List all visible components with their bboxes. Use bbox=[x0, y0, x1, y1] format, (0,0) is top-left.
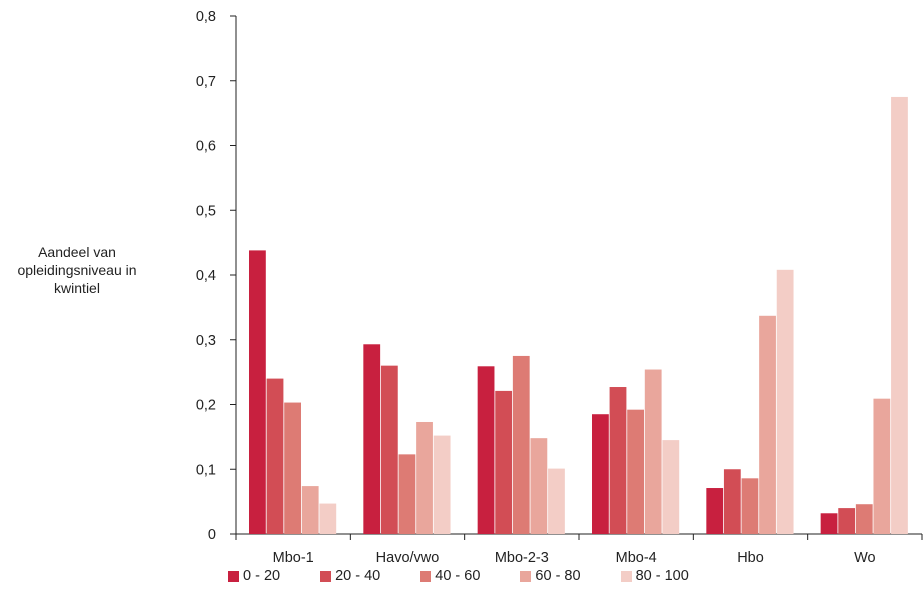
bar bbox=[609, 387, 627, 534]
x-tick-label: Mbo-2-3 bbox=[495, 550, 549, 566]
bar bbox=[891, 96, 908, 534]
legend-label: 80 - 100 bbox=[635, 568, 689, 584]
bar bbox=[627, 409, 644, 534]
bar bbox=[512, 355, 530, 534]
bar bbox=[398, 454, 416, 534]
legend-item: 60 - 80 bbox=[520, 566, 581, 586]
bar bbox=[662, 440, 680, 534]
bar bbox=[855, 504, 873, 534]
bar bbox=[644, 369, 662, 534]
bar bbox=[433, 435, 451, 534]
legend-item: 20 - 40 bbox=[320, 566, 380, 586]
bar bbox=[301, 486, 319, 534]
legend-item: 40 - 60 bbox=[420, 566, 480, 586]
legend-swatch bbox=[228, 570, 239, 582]
y-tick-label: 0,7 bbox=[196, 74, 216, 90]
x-tick-label: Hbo bbox=[737, 550, 764, 566]
bar bbox=[363, 344, 381, 534]
bar bbox=[776, 269, 794, 534]
legend-swatch bbox=[420, 570, 432, 582]
x-tick-label: Mbo-1 bbox=[273, 550, 314, 566]
bar bbox=[759, 315, 776, 534]
x-tick-label: Mbo-4 bbox=[616, 550, 657, 566]
y-tick-label: 0,2 bbox=[196, 398, 216, 414]
bar bbox=[249, 250, 266, 534]
bar bbox=[380, 365, 398, 534]
y-tick-label: 0,6 bbox=[196, 139, 216, 155]
x-tick-label: Havo/vwo bbox=[376, 550, 440, 566]
y-tick-label: 0,4 bbox=[196, 268, 216, 284]
y-tick-label: 0,8 bbox=[196, 9, 216, 25]
bar bbox=[820, 513, 838, 534]
bar bbox=[873, 398, 891, 534]
y-axis-label: Aandeel van opleidingsniveau in kwintiel bbox=[17, 244, 137, 296]
bar bbox=[741, 478, 759, 534]
x-tick-label: Wo bbox=[854, 550, 876, 566]
legend-swatch bbox=[620, 570, 632, 582]
legend-swatch bbox=[520, 570, 532, 582]
bar bbox=[723, 469, 741, 534]
bar bbox=[477, 366, 495, 534]
bar bbox=[530, 438, 548, 534]
y-tick-label: 0,3 bbox=[196, 333, 216, 349]
bar bbox=[548, 468, 565, 534]
legend-label: 0 - 20 bbox=[243, 568, 281, 584]
bar bbox=[495, 390, 513, 534]
bar bbox=[416, 421, 433, 534]
y-tick-label: 0,5 bbox=[196, 203, 216, 219]
y-tick-label: 0 bbox=[208, 527, 216, 543]
bar bbox=[266, 378, 284, 534]
bar bbox=[284, 402, 301, 534]
bar bbox=[319, 503, 337, 534]
legend-label: 40 - 60 bbox=[435, 568, 481, 584]
legend: 0 - 20 20 - 40 40 - 60 60 - 80 80 - 100 bbox=[228, 566, 689, 586]
legend-swatch bbox=[320, 570, 332, 582]
bar bbox=[838, 508, 856, 534]
bar bbox=[592, 414, 609, 534]
legend-item: 0 - 20 bbox=[228, 566, 280, 586]
legend-item: 80 - 100 bbox=[620, 566, 689, 586]
legend-label: 20 - 40 bbox=[335, 568, 381, 584]
y-tick-label: 0,1 bbox=[196, 462, 216, 478]
legend-label: 60 - 80 bbox=[535, 568, 581, 584]
bar bbox=[706, 488, 724, 534]
